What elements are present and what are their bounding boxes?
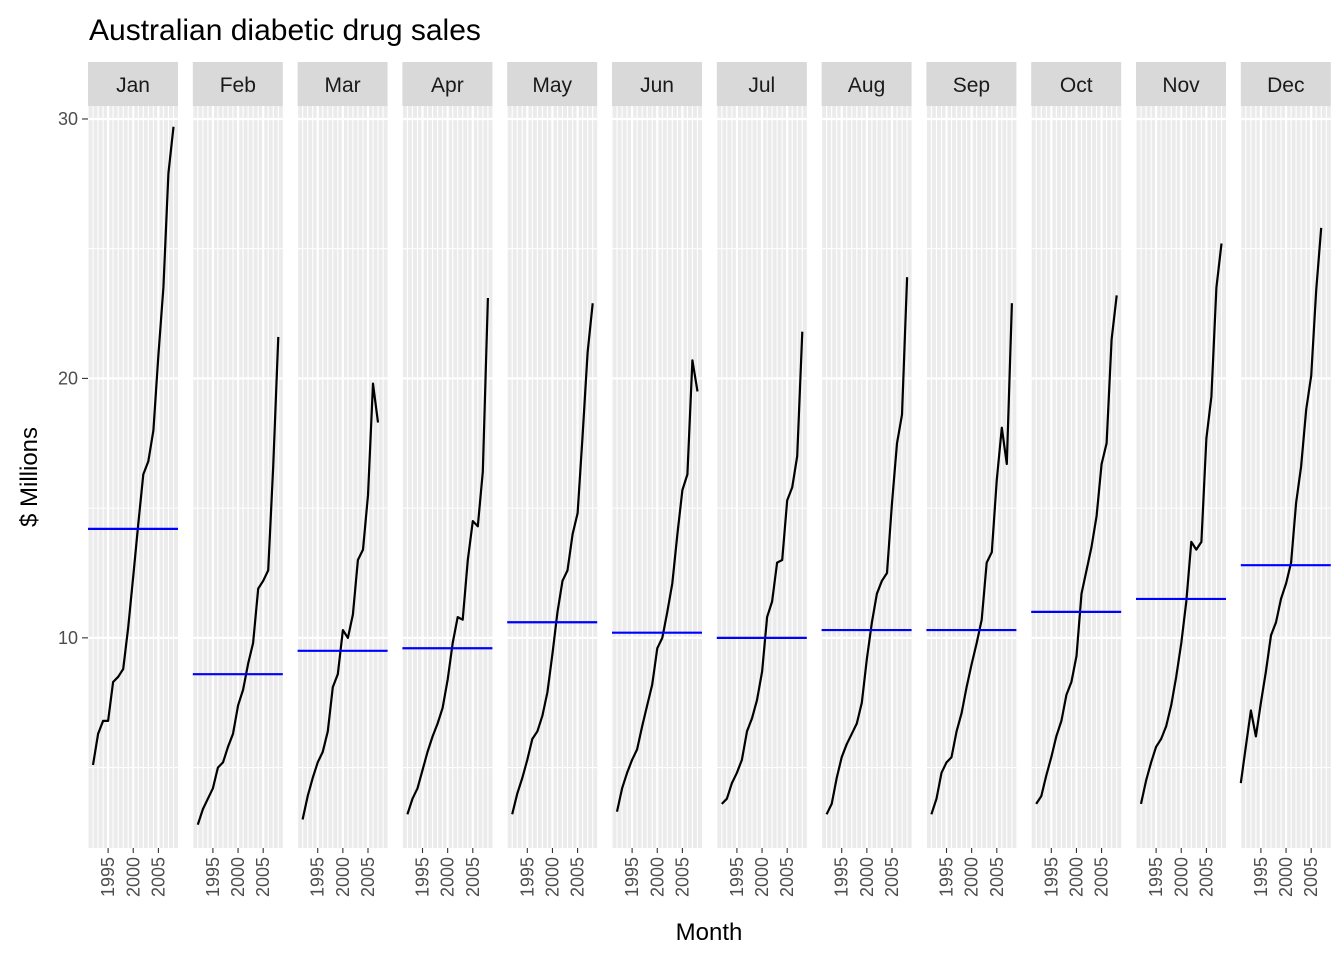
x-tick-label: 2005 (672, 857, 692, 897)
panel-may: May 1995 2000 2005 (506, 62, 598, 897)
sales-line (1239, 227, 1323, 784)
strip-label: Dec (1267, 74, 1304, 97)
x-tick-label: 2005 (358, 857, 378, 897)
x-tick-label: 2000 (752, 857, 772, 897)
panel-nov: Nov 1995 2000 2005 (1135, 62, 1226, 897)
x-tick-label: 2005 (1196, 857, 1216, 897)
panel-dec: Dec 1995 2000 2005 (1239, 62, 1331, 897)
chart-title: Australian diabetic drug sales (89, 14, 481, 47)
sales-line (615, 359, 699, 812)
sales-line (825, 277, 909, 815)
x-tick-label: 2000 (438, 857, 458, 897)
strip-background (88, 62, 178, 106)
x-axis-title: Month (676, 919, 743, 946)
strip-background (297, 62, 388, 106)
x-tick-label: 2000 (962, 857, 982, 897)
x-tick-label: 1995 (832, 857, 852, 897)
strip-background (1136, 62, 1226, 106)
y-tick-label: 30 (58, 109, 78, 129)
strip-label: May (532, 74, 572, 97)
x-tick-label: 2005 (253, 857, 273, 897)
strip-background (821, 62, 912, 106)
sales-line (721, 331, 804, 805)
strip-label: Apr (431, 74, 464, 97)
panel-jul: Jul 1995 2000 2005 (716, 62, 807, 897)
x-tick-label: 1995 (937, 857, 957, 897)
sales-line (1035, 295, 1118, 805)
strip-label: Aug (848, 74, 885, 97)
x-tick-label: 2000 (647, 857, 667, 897)
x-tick-label: 2000 (1171, 857, 1191, 897)
x-tick-label: 2005 (148, 857, 168, 897)
strip-background (1031, 62, 1122, 106)
sales-line (196, 336, 280, 826)
panel-sep: Sep 1995 2000 2005 (925, 62, 1017, 897)
x-tick-label: 1995 (727, 857, 747, 897)
y-axis-title: $ Millions (16, 427, 43, 527)
y-axis: 10 20 30 (58, 109, 88, 648)
strip-background (612, 62, 702, 106)
x-tick-label: 2000 (1066, 857, 1086, 897)
panel-apr: Apr 1995 2000 2005 (401, 62, 493, 897)
strip-label: Sep (953, 74, 990, 97)
strip-label: Mar (325, 74, 361, 97)
x-tick-label: 1995 (98, 857, 118, 897)
y-tick-label: 20 (58, 368, 78, 388)
sales-line (930, 303, 1013, 815)
sales-line (91, 126, 175, 766)
x-tick-label: 1995 (622, 857, 642, 897)
x-tick-label: 2005 (463, 857, 483, 897)
x-tick-label: 2005 (777, 857, 797, 897)
x-tick-label: 1995 (1041, 857, 1061, 897)
x-tick-label: 1995 (517, 857, 537, 897)
panel-aug: Aug 1995 2000 2005 (821, 62, 912, 897)
strip-label: Feb (220, 74, 256, 97)
x-tick-label: 1995 (308, 857, 328, 897)
sales-line (406, 297, 489, 815)
x-tick-label: 1995 (1251, 857, 1271, 897)
sales-line (511, 303, 594, 815)
panel-jan: Jan 1995 2000 2005 (87, 62, 178, 897)
panel-jun: Jun 1995 2000 2005 (611, 62, 702, 897)
x-tick-label: 2000 (857, 857, 877, 897)
strip-background (192, 62, 283, 106)
strip-label: Nov (1162, 74, 1200, 97)
x-tick-label: 2005 (1092, 857, 1112, 897)
strip-label: Jun (640, 74, 674, 97)
strip-background (1240, 62, 1331, 106)
x-tick-label: 2000 (228, 857, 248, 897)
x-tick-label: 2000 (542, 857, 562, 897)
panel-feb: Feb 1995 2000 2005 (192, 62, 283, 897)
strip-background (716, 62, 807, 106)
x-tick-label: 2000 (1276, 857, 1296, 897)
x-tick-label: 2005 (1301, 857, 1321, 897)
x-tick-label: 2005 (882, 857, 902, 897)
x-tick-label: 1995 (203, 857, 223, 897)
y-tick-label: 10 (58, 628, 78, 648)
x-tick-label: 1995 (1146, 857, 1166, 897)
strip-label: Oct (1060, 74, 1093, 97)
x-tick-label: 2000 (123, 857, 143, 897)
strip-label: Jul (748, 74, 775, 97)
strip-background (926, 62, 1017, 106)
x-tick-label: 2000 (333, 857, 353, 897)
sales-line (1139, 243, 1223, 805)
strip-background (402, 62, 493, 106)
strip-label: Jan (116, 74, 150, 97)
x-tick-label: 2005 (987, 857, 1007, 897)
x-tick-label: 2005 (568, 857, 588, 897)
x-tick-label: 1995 (413, 857, 433, 897)
panel-mar: Mar 1995 2000 2005 (297, 62, 388, 897)
panel-oct: Oct 1995 2000 2005 (1030, 62, 1122, 897)
strip-background (507, 62, 598, 106)
sales-line (301, 382, 380, 820)
